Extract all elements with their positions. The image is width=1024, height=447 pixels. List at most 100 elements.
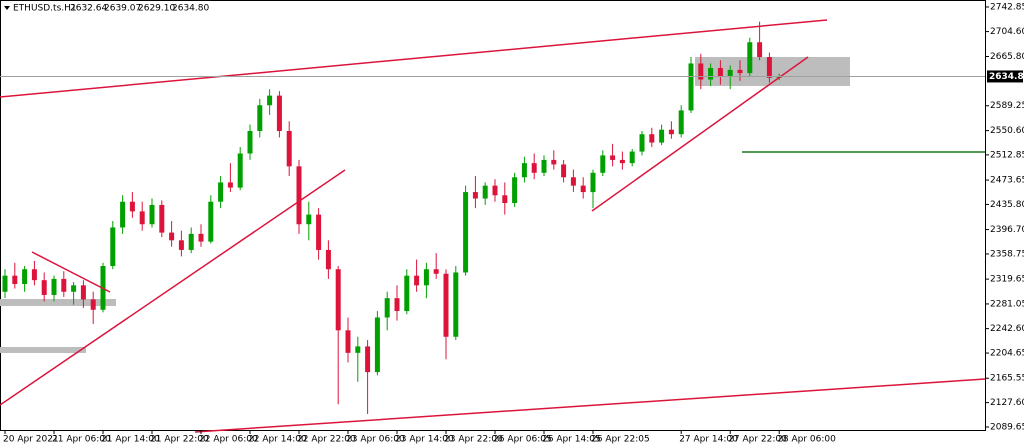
candle-body bbox=[433, 269, 439, 274]
candle-body bbox=[22, 269, 28, 285]
candle-body bbox=[472, 192, 478, 199]
candle-body bbox=[325, 249, 331, 270]
candle-body bbox=[649, 134, 655, 143]
candle-body bbox=[443, 273, 449, 337]
price-label-box bbox=[987, 70, 1023, 83]
candle-body bbox=[374, 317, 380, 373]
x-tick-label: 21 Apr 22:00 bbox=[150, 435, 209, 445]
candle-body bbox=[492, 185, 498, 196]
candle-body bbox=[31, 269, 37, 281]
quote: 2639.07 bbox=[104, 4, 141, 14]
quote: 2634.80 bbox=[172, 4, 209, 14]
zone bbox=[0, 347, 86, 353]
candle-body bbox=[237, 153, 243, 188]
candle-body bbox=[678, 110, 684, 135]
y-tick-label: 2704.60 bbox=[990, 27, 1024, 37]
x-tick-label: 22 Apr 22:00 bbox=[297, 435, 356, 445]
candle-body bbox=[668, 129, 674, 135]
candle-body bbox=[384, 298, 390, 318]
candle-body bbox=[178, 240, 184, 250]
candle-body bbox=[453, 272, 459, 337]
y-tick-label: 2089.65 bbox=[990, 423, 1024, 433]
candle-body bbox=[2, 275, 8, 292]
candle-body bbox=[600, 155, 606, 173]
candle-body bbox=[316, 214, 322, 250]
candle-body bbox=[717, 67, 723, 77]
candle-body bbox=[619, 159, 625, 164]
x-tick-label: 23 Apr 22:00 bbox=[444, 435, 503, 445]
trendline bbox=[194, 378, 986, 433]
y-tick-label: 2165.55 bbox=[990, 374, 1024, 384]
candle-body bbox=[335, 269, 341, 331]
candle-body bbox=[463, 192, 469, 273]
candle-body bbox=[482, 185, 488, 199]
y-tick-label: 2435.80 bbox=[990, 200, 1024, 210]
x-tick-label: 20 Apr 2021 bbox=[3, 435, 59, 445]
candle-body bbox=[766, 57, 772, 78]
candle-body bbox=[521, 163, 527, 178]
plot-frame bbox=[0, 0, 986, 431]
candle-body bbox=[639, 134, 645, 152]
candle-body bbox=[512, 177, 518, 204]
candle-body bbox=[708, 67, 714, 80]
candle-body bbox=[570, 177, 576, 186]
trendline bbox=[591, 56, 809, 212]
candle-body bbox=[276, 95, 282, 131]
candle-body bbox=[531, 163, 537, 173]
y-tick-label: 2319.65 bbox=[990, 275, 1024, 285]
candle-body bbox=[188, 233, 194, 250]
candle-body bbox=[129, 201, 135, 212]
candle-body bbox=[727, 69, 733, 77]
candle-body bbox=[306, 214, 312, 225]
candle-body bbox=[286, 130, 292, 167]
y-tick-label: 2127.60 bbox=[990, 398, 1024, 408]
x-tick-label: 21 Apr 06:00 bbox=[52, 435, 111, 445]
candle-body bbox=[71, 285, 77, 292]
zone bbox=[0, 299, 116, 306]
x-tick-label: 28 Apr 06:00 bbox=[777, 435, 836, 445]
trendline bbox=[0, 169, 346, 406]
x-tick-label: 23 Apr 14:00 bbox=[395, 435, 454, 445]
candle-body bbox=[590, 172, 596, 193]
y-tick-label: 2396.70 bbox=[990, 225, 1024, 235]
candle-body bbox=[139, 211, 145, 225]
y-tick-label: 2550.60 bbox=[990, 126, 1024, 136]
candle-body bbox=[355, 346, 361, 353]
quote: 2632.64 bbox=[70, 4, 107, 14]
y-tick-label: 2665.80 bbox=[990, 52, 1024, 62]
candle-body bbox=[51, 278, 57, 295]
y-tick-label: 2512.85 bbox=[990, 150, 1024, 160]
candle-body bbox=[551, 159, 557, 165]
x-tick-label: 22 Apr 06:00 bbox=[199, 435, 258, 445]
price-label: 2634.80 bbox=[989, 72, 1024, 82]
trendlines bbox=[0, 19, 986, 433]
candle-body bbox=[698, 63, 704, 80]
candle-body bbox=[629, 151, 635, 164]
y-tick-label: 2358.75 bbox=[990, 249, 1024, 259]
candle-body bbox=[610, 155, 616, 160]
candle-body bbox=[80, 285, 86, 300]
menu-arrow[interactable] bbox=[4, 6, 10, 10]
symbol: ETHUSD.ts.H1 bbox=[13, 4, 77, 14]
x-tick-label: 27 Apr 14:00 bbox=[679, 435, 738, 445]
candle-body bbox=[257, 105, 263, 131]
y-tick-label: 2281.05 bbox=[990, 299, 1024, 309]
candle-body bbox=[345, 330, 351, 353]
candle-body bbox=[365, 346, 371, 373]
candle-body bbox=[659, 129, 665, 143]
candle-body bbox=[110, 227, 116, 267]
candle-body bbox=[159, 204, 165, 233]
quote: 2629.10 bbox=[138, 4, 175, 14]
candle-body bbox=[90, 299, 96, 310]
candle-body bbox=[61, 278, 67, 292]
candle-body bbox=[208, 201, 214, 242]
x-tick-label: 26 Apr 22:05 bbox=[591, 435, 650, 445]
candle-body bbox=[414, 275, 420, 286]
candle-body bbox=[218, 182, 224, 202]
candle-body bbox=[404, 275, 410, 312]
candle-body bbox=[541, 159, 547, 173]
candle-body bbox=[688, 63, 694, 111]
candle-body bbox=[747, 42, 753, 74]
